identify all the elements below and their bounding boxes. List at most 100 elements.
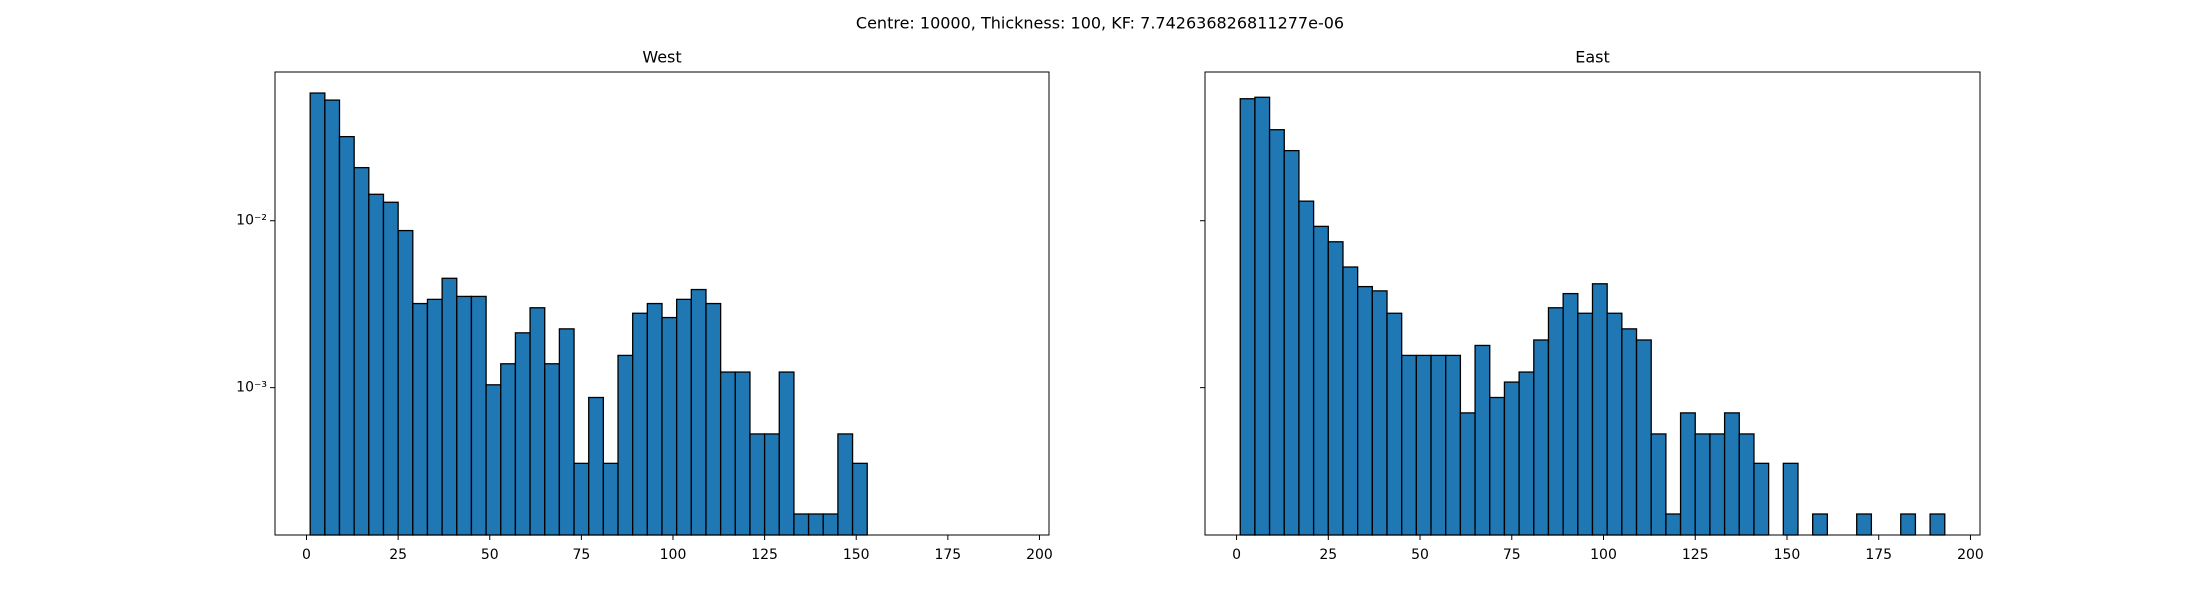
- x-tick-label: 100: [1590, 547, 1617, 563]
- x-tick-label: 200: [1957, 547, 1984, 563]
- bar: [397, 229, 414, 536]
- bar: [382, 201, 399, 536]
- y-tick-label: 10⁻³: [236, 380, 267, 396]
- x-tick-label: 150: [1774, 547, 1801, 563]
- bar: [1415, 354, 1432, 536]
- bar: [1533, 339, 1550, 536]
- x-tick-label: 75: [572, 547, 590, 563]
- bar: [822, 513, 839, 536]
- x-tick-label: 125: [1682, 547, 1709, 563]
- bar: [1606, 312, 1623, 536]
- bar: [1562, 292, 1579, 536]
- bar: [1723, 412, 1740, 536]
- bar: [1738, 433, 1755, 536]
- bar: [1782, 462, 1799, 536]
- axes-title: West: [642, 48, 681, 67]
- bar: [749, 433, 766, 536]
- bar: [837, 433, 854, 536]
- x-tick-label: 75: [1503, 547, 1521, 563]
- bar: [719, 371, 736, 536]
- x-tick-label: 25: [1319, 547, 1337, 563]
- bar: [1401, 354, 1418, 536]
- bar: [1679, 412, 1696, 536]
- bar: [558, 328, 575, 536]
- bar: [1430, 354, 1447, 536]
- bar: [1283, 149, 1300, 536]
- bar: [1753, 462, 1770, 536]
- bar: [309, 92, 326, 536]
- bar: [426, 298, 443, 536]
- bar: [1665, 513, 1682, 536]
- bar: [1327, 241, 1344, 536]
- bar: [368, 193, 385, 536]
- bar: [485, 384, 502, 536]
- bar: [602, 462, 619, 536]
- bar: [807, 513, 824, 536]
- bar: [661, 316, 678, 536]
- bar: [1312, 225, 1329, 536]
- bar: [573, 462, 590, 536]
- bar: [338, 135, 355, 536]
- bar: [1577, 312, 1594, 536]
- bar: [676, 298, 692, 536]
- bar: [1650, 433, 1667, 536]
- bar: [500, 363, 517, 536]
- bar: [1357, 285, 1373, 536]
- bar: [1856, 513, 1873, 536]
- bar: [1445, 354, 1462, 536]
- bar: [412, 302, 429, 536]
- x-tick-label: 175: [934, 547, 961, 563]
- bar: [324, 99, 341, 536]
- x-tick-label: 0: [1232, 547, 1241, 563]
- x-tick-label: 0: [302, 547, 311, 563]
- axes-title: East: [1575, 48, 1610, 67]
- bar: [690, 288, 707, 536]
- bar: [1900, 513, 1917, 536]
- bar: [588, 396, 605, 536]
- bar: [617, 354, 634, 536]
- bar: [851, 462, 868, 536]
- bar: [1489, 396, 1506, 536]
- x-tick-label: 200: [1026, 547, 1053, 563]
- x-tick-label: 50: [481, 547, 499, 563]
- bar: [1371, 290, 1388, 536]
- bar: [705, 302, 722, 536]
- axes-frame: [1204, 71, 1981, 536]
- bar: [1929, 513, 1946, 536]
- bar: [1709, 433, 1726, 536]
- bar: [529, 307, 546, 536]
- x-tick-label: 125: [751, 547, 778, 563]
- bar: [1254, 96, 1271, 536]
- bar: [1503, 381, 1520, 536]
- bar: [514, 332, 531, 536]
- x-tick-label: 25: [389, 547, 407, 563]
- axes-frame: [274, 71, 1050, 536]
- bar: [1474, 344, 1491, 536]
- bar: [441, 277, 458, 536]
- bar: [646, 302, 663, 536]
- bar: [1459, 412, 1476, 536]
- bar: [734, 371, 751, 536]
- y-tick-label: 10⁻²: [236, 213, 267, 229]
- bar: [763, 433, 780, 536]
- bar: [544, 363, 561, 536]
- bar: [632, 312, 648, 536]
- bar: [1268, 129, 1285, 536]
- x-tick-label: 150: [843, 547, 870, 563]
- bar: [1386, 312, 1403, 536]
- bar: [1518, 371, 1535, 536]
- bar: [470, 295, 487, 536]
- bar: [1342, 266, 1359, 536]
- bar: [1694, 433, 1711, 536]
- bar: [1591, 283, 1608, 536]
- bar: [793, 513, 810, 536]
- x-tick-label: 100: [660, 547, 687, 563]
- x-tick-label: 175: [1865, 547, 1892, 563]
- bar: [1547, 307, 1564, 536]
- bar: [1298, 200, 1315, 536]
- bar: [1635, 339, 1652, 536]
- bar: [1239, 98, 1256, 536]
- x-tick-label: 50: [1411, 547, 1429, 563]
- figure-title: Centre: 10000, Thickness: 100, KF: 7.742…: [856, 14, 1344, 33]
- bar: [1621, 328, 1638, 536]
